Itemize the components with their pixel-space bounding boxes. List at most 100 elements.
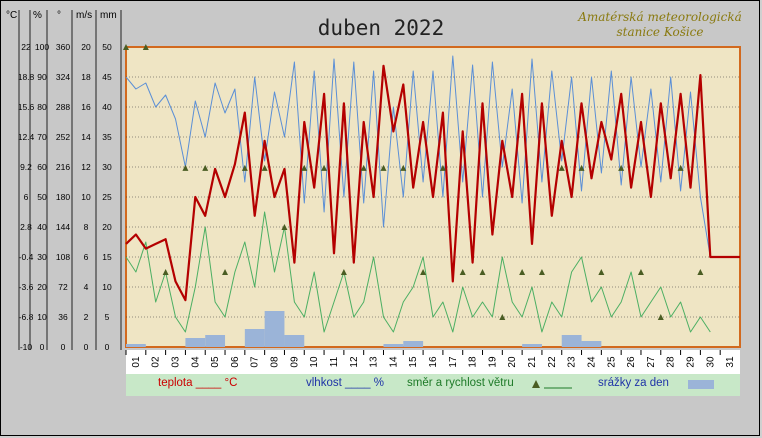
wind-direction-marker <box>123 44 129 50</box>
tick-label-wind_speed: 20 <box>81 42 91 52</box>
tick-label-precip: 35 <box>102 132 112 142</box>
wind-direction-marker <box>281 224 288 230</box>
day-label: 03 <box>171 356 182 368</box>
wind-direction-marker <box>182 164 189 171</box>
wind-direction-marker <box>301 164 308 171</box>
wind-direction-marker <box>360 164 367 171</box>
day-label: 13 <box>369 356 380 368</box>
day-label: 01 <box>131 356 142 368</box>
tick-label-wind_speed: 14 <box>81 132 91 142</box>
legend-temperature: teplota ____ °C <box>158 377 238 389</box>
tick-label-direction: 252 <box>56 132 70 142</box>
day-label: 26 <box>626 356 637 368</box>
station-name: Amatérská meteorologická stanice Košice <box>570 10 750 40</box>
day-label: 05 <box>210 356 221 368</box>
precip-bar <box>284 335 305 347</box>
tick-label-wind_speed: 4 <box>84 282 89 292</box>
wind-direction-marker <box>222 269 229 275</box>
tick-label-wind_speed: 16 <box>81 102 91 112</box>
tick-label-humidity: 20 <box>37 282 47 292</box>
temperature-line <box>125 64 740 302</box>
day-axis: 01 02 03 04 05 06 07 08 09 10 11 12 13 14 15 16 17 18 19 20… <box>125 350 736 368</box>
tick-label-temperature: -0.4 <box>19 252 34 262</box>
tick-label-wind_speed: 18 <box>81 72 91 82</box>
day-label: 24 <box>586 356 597 368</box>
tick-label-wind_speed: 12 <box>81 162 91 172</box>
day-label: 16 <box>428 356 439 368</box>
wind-direction-marker <box>637 269 644 275</box>
legend-precip: srážky za den <box>598 377 669 389</box>
wind-direction-marker <box>162 269 169 275</box>
tick-label-precip: 10 <box>102 282 112 292</box>
precip-bar <box>522 344 542 347</box>
tick-label-wind_speed: 10 <box>81 192 91 202</box>
tick-label-temperature: -3.6 <box>19 282 34 292</box>
day-label: 02 <box>151 356 162 368</box>
precip-bar <box>383 344 404 347</box>
day-label: 12 <box>349 356 360 368</box>
legend-wind-marker <box>532 380 540 388</box>
precip-bar <box>126 344 146 347</box>
precip-bar <box>403 341 424 347</box>
wind-direction <box>123 44 704 320</box>
tick-label-direction: 0 <box>61 342 66 352</box>
legend-band <box>126 374 740 396</box>
legend-wind-symbol <box>532 380 572 389</box>
tick-label-humidity: 70 <box>37 132 47 142</box>
day-label: 30 <box>705 356 716 368</box>
wind-direction-marker <box>558 164 565 171</box>
header-humidity: % <box>33 10 42 21</box>
tick-label-precip: 25 <box>102 192 112 202</box>
wind-direction-marker <box>657 314 664 320</box>
precip-bar <box>264 311 285 347</box>
day-label: 11 <box>329 356 340 367</box>
legend-precip-swatch <box>688 380 714 389</box>
wind-speed-line <box>125 211 711 333</box>
legend-humidity: vlhkost ____ % <box>306 377 384 389</box>
tick-label-temperature: -10 <box>20 342 33 352</box>
day-label: 27 <box>646 356 657 368</box>
tick-label-direction: 36 <box>58 312 68 322</box>
humidity <box>125 55 711 258</box>
precip-bar <box>244 329 265 347</box>
tick-label-temperature: 15.6 <box>18 102 35 112</box>
tick-label-direction: 72 <box>58 282 68 292</box>
day-label: 18 <box>468 356 479 368</box>
wind-direction-marker <box>261 164 268 171</box>
wind-direction-marker <box>598 269 605 275</box>
wind-direction-marker <box>618 164 625 171</box>
day-label: 29 <box>685 356 696 368</box>
day-label: 08 <box>270 356 281 368</box>
day-label: 09 <box>289 356 300 368</box>
tick-label-humidity: 80 <box>37 102 47 112</box>
tick-label-humidity: 60 <box>37 162 47 172</box>
tick-label-humidity: 100 <box>35 42 49 52</box>
tick-label-humidity: 50 <box>37 192 47 202</box>
tick-label-humidity: 90 <box>37 72 47 82</box>
day-label: 15 <box>408 356 419 368</box>
tick-label-temperature: 9.2 <box>20 162 32 172</box>
wind-direction-marker <box>241 164 248 171</box>
precip-bar <box>185 338 206 347</box>
wind-direction-marker <box>202 164 209 171</box>
wind-direction-marker <box>400 164 407 171</box>
tick-label-humidity: 30 <box>37 252 47 262</box>
tick-label-humidity: 40 <box>37 222 47 232</box>
day-label: 17 <box>448 356 459 368</box>
tick-label-wind_speed: 2 <box>84 312 89 322</box>
day-label: 23 <box>567 356 578 368</box>
tick-label-direction: 108 <box>56 252 70 262</box>
tick-label-temperature: 22 <box>21 42 31 52</box>
tick-label-wind_speed: 8 <box>84 222 89 232</box>
tick-label-precip: 15 <box>102 252 112 262</box>
header-wind-speed: m/s <box>76 10 93 21</box>
tick-label-humidity: 10 <box>37 312 47 322</box>
day-label: 14 <box>388 356 399 368</box>
precip-bars <box>126 311 602 347</box>
wind-direction-marker <box>499 314 506 320</box>
humidity-line <box>125 55 711 258</box>
header-temperature: °C <box>6 10 18 21</box>
day-label: 21 <box>527 356 538 368</box>
tick-label-direction: 324 <box>56 72 70 82</box>
tick-label-temperature: 12.4 <box>18 132 35 142</box>
